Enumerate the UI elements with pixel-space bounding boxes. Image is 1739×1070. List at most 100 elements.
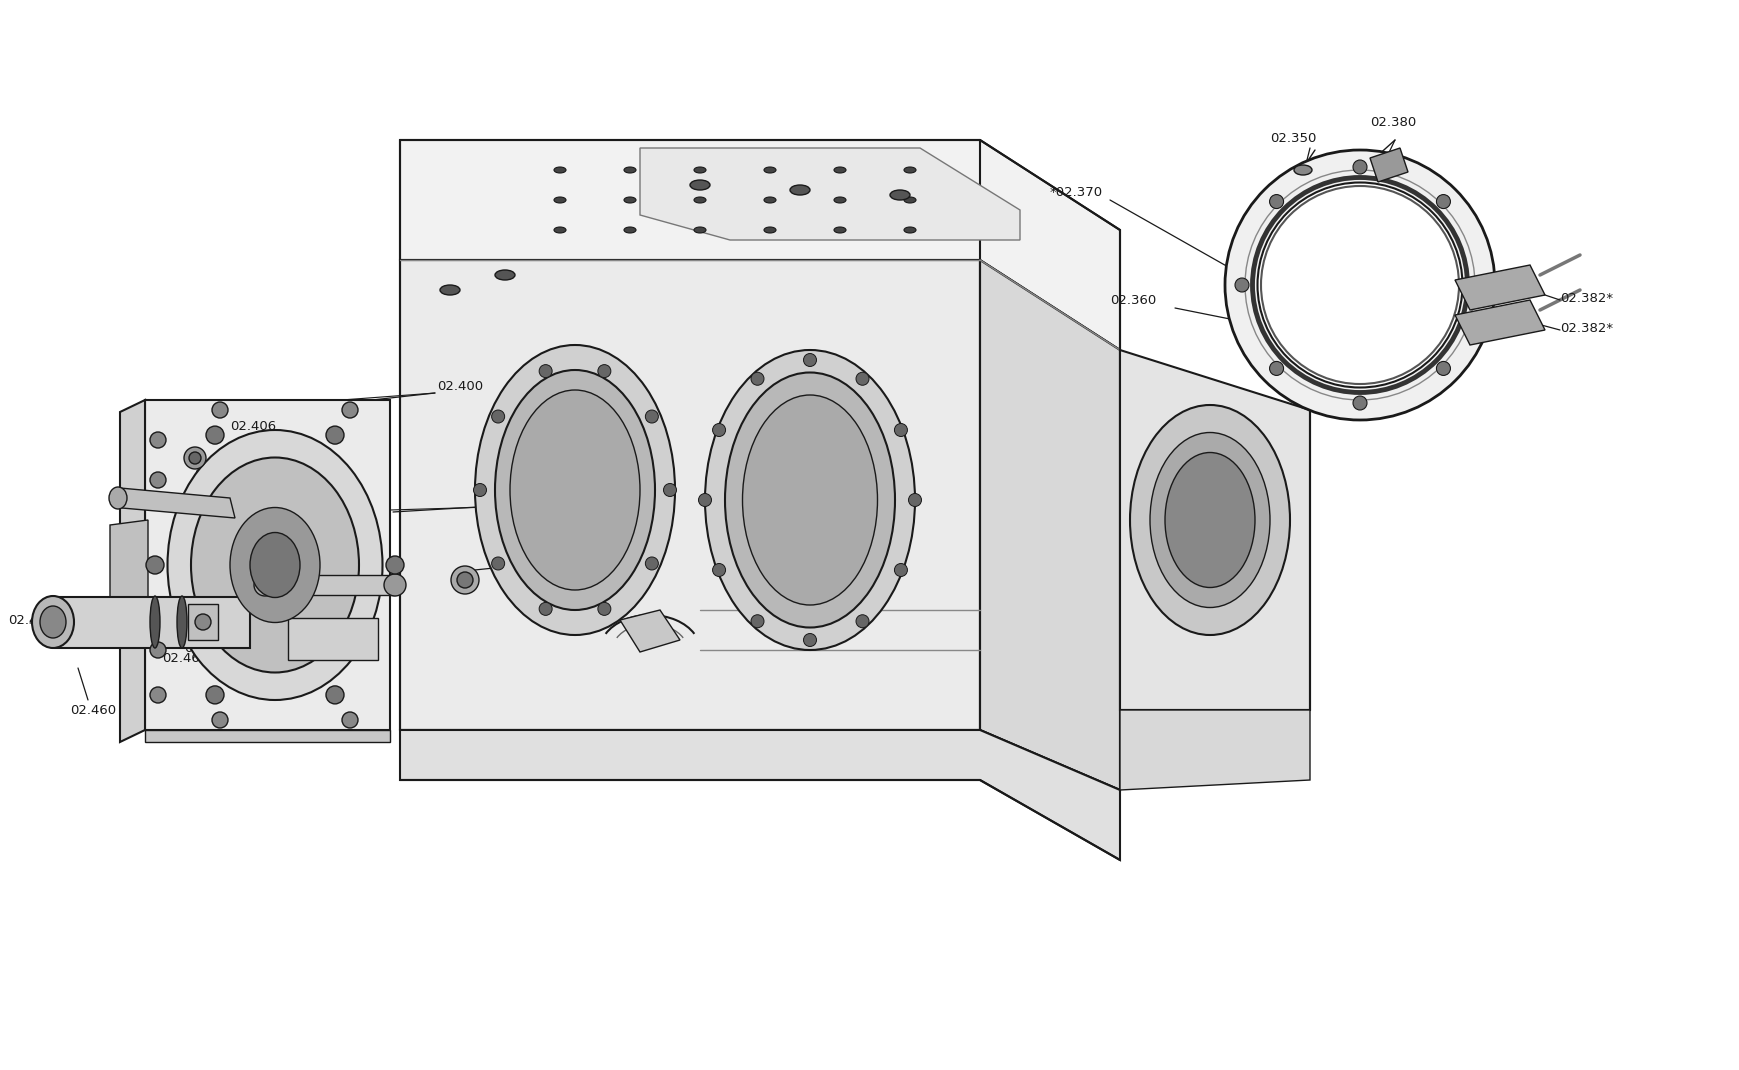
- Ellipse shape: [191, 458, 358, 673]
- Ellipse shape: [230, 507, 320, 623]
- Text: 02.382*: 02.382*: [1560, 321, 1612, 335]
- Ellipse shape: [833, 227, 845, 233]
- Ellipse shape: [254, 574, 277, 596]
- Ellipse shape: [904, 197, 915, 203]
- Ellipse shape: [539, 365, 551, 378]
- Ellipse shape: [494, 270, 515, 280]
- Ellipse shape: [704, 350, 915, 649]
- Ellipse shape: [167, 430, 383, 700]
- Ellipse shape: [492, 557, 504, 570]
- Polygon shape: [120, 400, 144, 742]
- Text: 02.360: 02.360: [1109, 293, 1156, 306]
- Ellipse shape: [212, 712, 228, 728]
- Ellipse shape: [713, 424, 725, 437]
- Polygon shape: [979, 260, 1120, 790]
- Ellipse shape: [690, 180, 710, 190]
- Ellipse shape: [250, 533, 299, 597]
- Ellipse shape: [150, 432, 165, 448]
- Polygon shape: [400, 260, 979, 730]
- Polygon shape: [56, 597, 250, 648]
- Ellipse shape: [553, 227, 565, 233]
- Ellipse shape: [790, 185, 810, 195]
- Ellipse shape: [205, 426, 224, 444]
- Ellipse shape: [908, 493, 922, 506]
- Polygon shape: [640, 148, 1019, 240]
- Ellipse shape: [725, 372, 894, 627]
- Ellipse shape: [31, 596, 75, 648]
- Text: 02.426: 02.426: [193, 469, 240, 482]
- Text: 02.350: 02.350: [1269, 132, 1316, 144]
- Ellipse shape: [146, 556, 163, 574]
- Ellipse shape: [763, 167, 776, 173]
- Ellipse shape: [1269, 362, 1283, 376]
- Ellipse shape: [694, 197, 706, 203]
- Text: 02.464: 02.464: [174, 592, 221, 605]
- Text: 02.470: 02.470: [177, 569, 223, 582]
- Polygon shape: [1120, 710, 1309, 790]
- Ellipse shape: [904, 227, 915, 233]
- Ellipse shape: [598, 365, 610, 378]
- Ellipse shape: [856, 372, 868, 385]
- Polygon shape: [400, 730, 1120, 860]
- Text: 02.400: 02.400: [436, 380, 483, 393]
- Polygon shape: [400, 140, 1120, 350]
- Polygon shape: [120, 488, 235, 518]
- Ellipse shape: [645, 557, 657, 570]
- Ellipse shape: [694, 167, 706, 173]
- Ellipse shape: [177, 596, 186, 648]
- Ellipse shape: [751, 615, 763, 628]
- Ellipse shape: [803, 353, 816, 367]
- Ellipse shape: [624, 197, 636, 203]
- Ellipse shape: [697, 493, 711, 506]
- Ellipse shape: [150, 472, 165, 488]
- Ellipse shape: [494, 370, 654, 610]
- Text: 02.380: 02.380: [1369, 116, 1416, 128]
- Ellipse shape: [1294, 165, 1311, 175]
- Ellipse shape: [833, 167, 845, 173]
- Ellipse shape: [1224, 150, 1494, 421]
- Ellipse shape: [894, 564, 908, 577]
- Ellipse shape: [553, 167, 565, 173]
- Ellipse shape: [1165, 453, 1254, 587]
- Polygon shape: [264, 575, 395, 595]
- Text: 02.410*: 02.410*: [530, 490, 583, 504]
- Ellipse shape: [624, 227, 636, 233]
- Ellipse shape: [150, 642, 165, 658]
- Ellipse shape: [473, 484, 487, 496]
- Ellipse shape: [598, 602, 610, 615]
- Ellipse shape: [212, 402, 228, 418]
- Polygon shape: [144, 730, 390, 742]
- Ellipse shape: [833, 197, 845, 203]
- Ellipse shape: [803, 633, 816, 646]
- Ellipse shape: [184, 447, 205, 469]
- Ellipse shape: [325, 426, 344, 444]
- Ellipse shape: [645, 410, 657, 423]
- Ellipse shape: [110, 487, 127, 509]
- Ellipse shape: [1257, 183, 1462, 387]
- Polygon shape: [144, 400, 390, 730]
- Ellipse shape: [1149, 432, 1269, 608]
- Ellipse shape: [763, 197, 776, 203]
- Text: *02.370: *02.370: [1049, 185, 1103, 199]
- Ellipse shape: [1436, 195, 1450, 209]
- Text: 02.404*: 02.404*: [544, 550, 598, 563]
- Ellipse shape: [40, 606, 66, 638]
- Ellipse shape: [663, 484, 676, 496]
- Ellipse shape: [624, 167, 636, 173]
- Polygon shape: [1120, 350, 1309, 710]
- Text: 02.480: 02.480: [193, 550, 240, 563]
- Ellipse shape: [751, 372, 763, 385]
- Polygon shape: [1454, 300, 1544, 345]
- Text: 02.406: 02.406: [230, 419, 277, 432]
- Ellipse shape: [763, 227, 776, 233]
- Text: 02.440: 02.440: [310, 552, 356, 566]
- Ellipse shape: [440, 285, 459, 295]
- Ellipse shape: [1235, 278, 1249, 292]
- Ellipse shape: [1353, 160, 1367, 174]
- Text: 02.490: 02.490: [9, 613, 54, 627]
- Ellipse shape: [1469, 278, 1483, 292]
- Ellipse shape: [384, 574, 405, 596]
- Ellipse shape: [386, 556, 403, 574]
- Ellipse shape: [492, 410, 504, 423]
- Ellipse shape: [1436, 362, 1450, 376]
